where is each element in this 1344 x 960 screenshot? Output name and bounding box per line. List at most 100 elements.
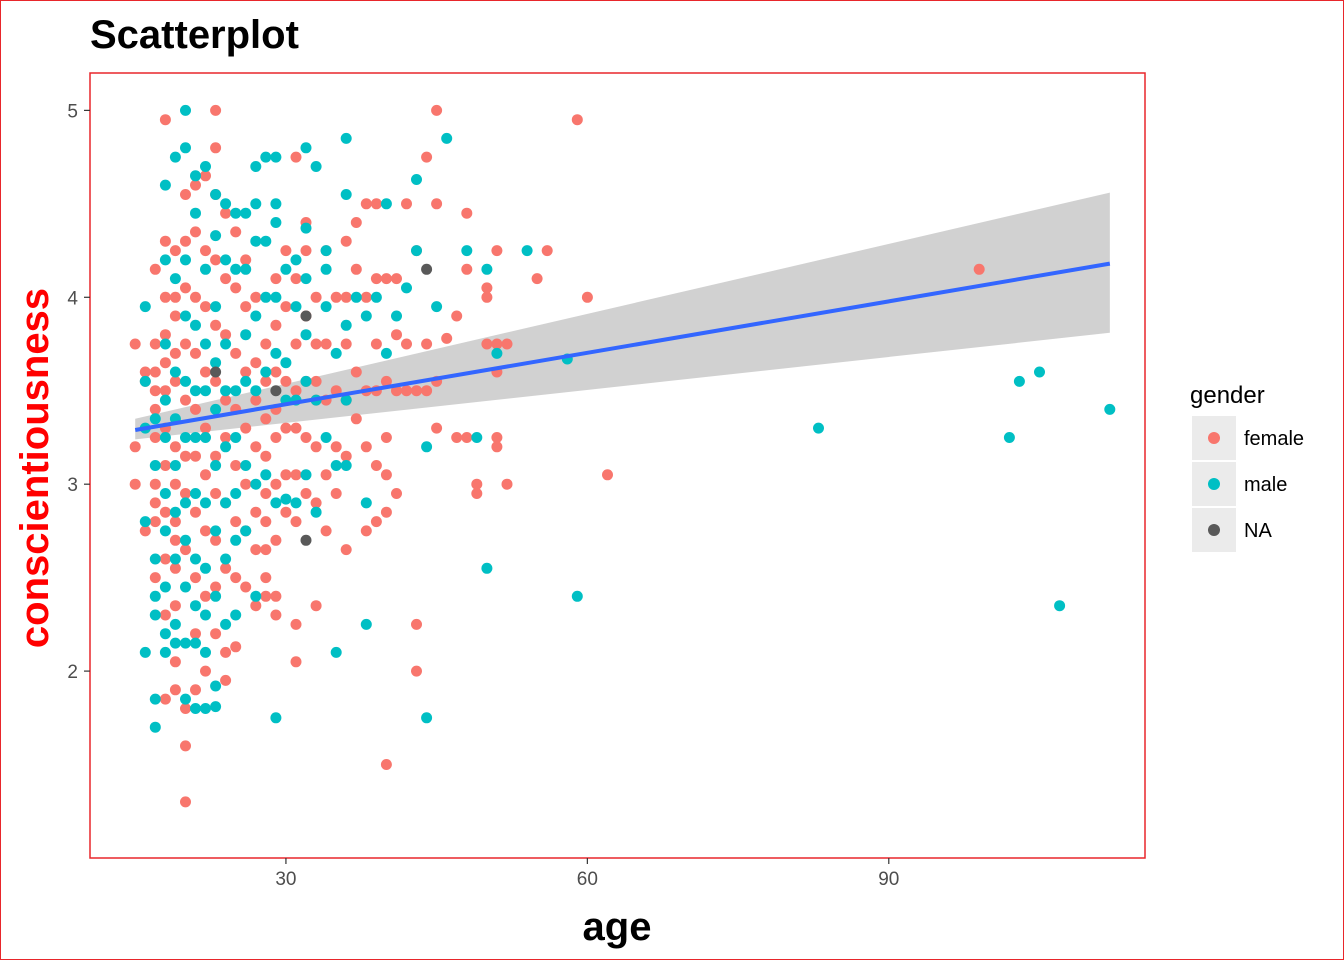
- point-female: [190, 291, 201, 303]
- point-female: [481, 282, 493, 294]
- point-female: [240, 422, 252, 434]
- point-female: [320, 338, 332, 350]
- point-female: [180, 703, 191, 714]
- point-female: [149, 432, 161, 443]
- point-female: [129, 338, 141, 350]
- point-female: [340, 235, 352, 247]
- point-female: [471, 478, 483, 490]
- point-female: [501, 478, 513, 490]
- point-male: [149, 460, 161, 471]
- point-male: [190, 553, 201, 565]
- point-female: [220, 273, 232, 285]
- point-female: [280, 506, 292, 518]
- point-female: [350, 217, 362, 228]
- point-male: [250, 161, 262, 172]
- point-male: [220, 618, 232, 630]
- point-female: [310, 375, 322, 387]
- point-male: [310, 161, 322, 172]
- point-female: [190, 347, 201, 359]
- point-female: [220, 562, 232, 574]
- point-female: [461, 263, 473, 275]
- point-female: [260, 375, 272, 387]
- point-male: [159, 394, 171, 406]
- point-male: [1034, 366, 1045, 378]
- point-female: [320, 469, 332, 481]
- point-male: [260, 151, 272, 163]
- point-female: [391, 488, 402, 499]
- x-tick-label: 60: [577, 869, 598, 890]
- point-male: [380, 198, 392, 210]
- point-female: [210, 534, 222, 546]
- point-female: [270, 319, 282, 331]
- point-female: [391, 329, 402, 341]
- point-NA: [300, 534, 312, 546]
- point-male: [169, 273, 181, 285]
- point-male: [270, 151, 282, 163]
- point-female: [431, 104, 443, 116]
- point-male: [481, 263, 493, 275]
- point-female: [159, 357, 171, 369]
- point-female: [260, 413, 272, 425]
- point-female: [210, 488, 222, 499]
- point-male: [139, 516, 151, 528]
- point-female: [180, 282, 191, 294]
- point-female: [973, 263, 985, 275]
- point-male: [200, 161, 211, 172]
- point-female: [200, 245, 211, 257]
- point-female: [370, 338, 382, 350]
- point-male: [250, 590, 262, 602]
- point-female: [602, 469, 613, 481]
- point-female: [290, 656, 302, 668]
- point-female: [200, 301, 211, 313]
- point-male: [290, 301, 302, 313]
- point-male: [250, 310, 262, 322]
- ci-band: [135, 192, 1110, 440]
- point-male: [330, 646, 342, 658]
- point-male: [180, 581, 191, 593]
- point-female: [270, 590, 282, 602]
- y-tick-label: 2: [67, 662, 78, 683]
- point-male: [149, 721, 161, 733]
- point-male: [210, 590, 222, 602]
- point-female: [230, 516, 242, 528]
- point-female: [180, 740, 191, 752]
- point-male: [230, 432, 242, 443]
- point-female: [461, 432, 473, 443]
- plot-panel: [89, 72, 1146, 859]
- point-female: [491, 441, 503, 453]
- point-female: [280, 422, 292, 434]
- point-female: [149, 263, 161, 275]
- point-male: [200, 338, 211, 350]
- point-male: [200, 385, 211, 397]
- point-male: [360, 497, 372, 509]
- point-male: [180, 310, 191, 322]
- point-female: [360, 291, 372, 303]
- point-male: [169, 553, 181, 565]
- point-male: [159, 432, 171, 443]
- point-female: [169, 478, 181, 490]
- point-female: [210, 450, 222, 462]
- point-female: [340, 450, 352, 462]
- point-female: [240, 254, 252, 266]
- point-male: [240, 460, 252, 471]
- legend-key-point: [1208, 524, 1220, 536]
- point-male: [169, 151, 181, 163]
- point-male: [200, 609, 211, 621]
- point-female: [380, 432, 392, 443]
- point-male: [1013, 375, 1025, 387]
- point-female: [169, 375, 181, 387]
- point-male: [230, 207, 242, 219]
- point-male: [300, 222, 312, 234]
- point-female: [421, 385, 433, 397]
- point-female: [340, 291, 352, 303]
- point-female: [159, 693, 171, 705]
- point-female: [149, 478, 161, 490]
- point-male: [240, 525, 252, 537]
- point-male: [180, 254, 191, 266]
- point-male: [180, 637, 191, 649]
- point-male: [421, 441, 433, 453]
- point-female: [260, 544, 272, 556]
- point-male: [159, 581, 171, 593]
- point-male: [471, 432, 483, 443]
- point-male: [159, 179, 171, 191]
